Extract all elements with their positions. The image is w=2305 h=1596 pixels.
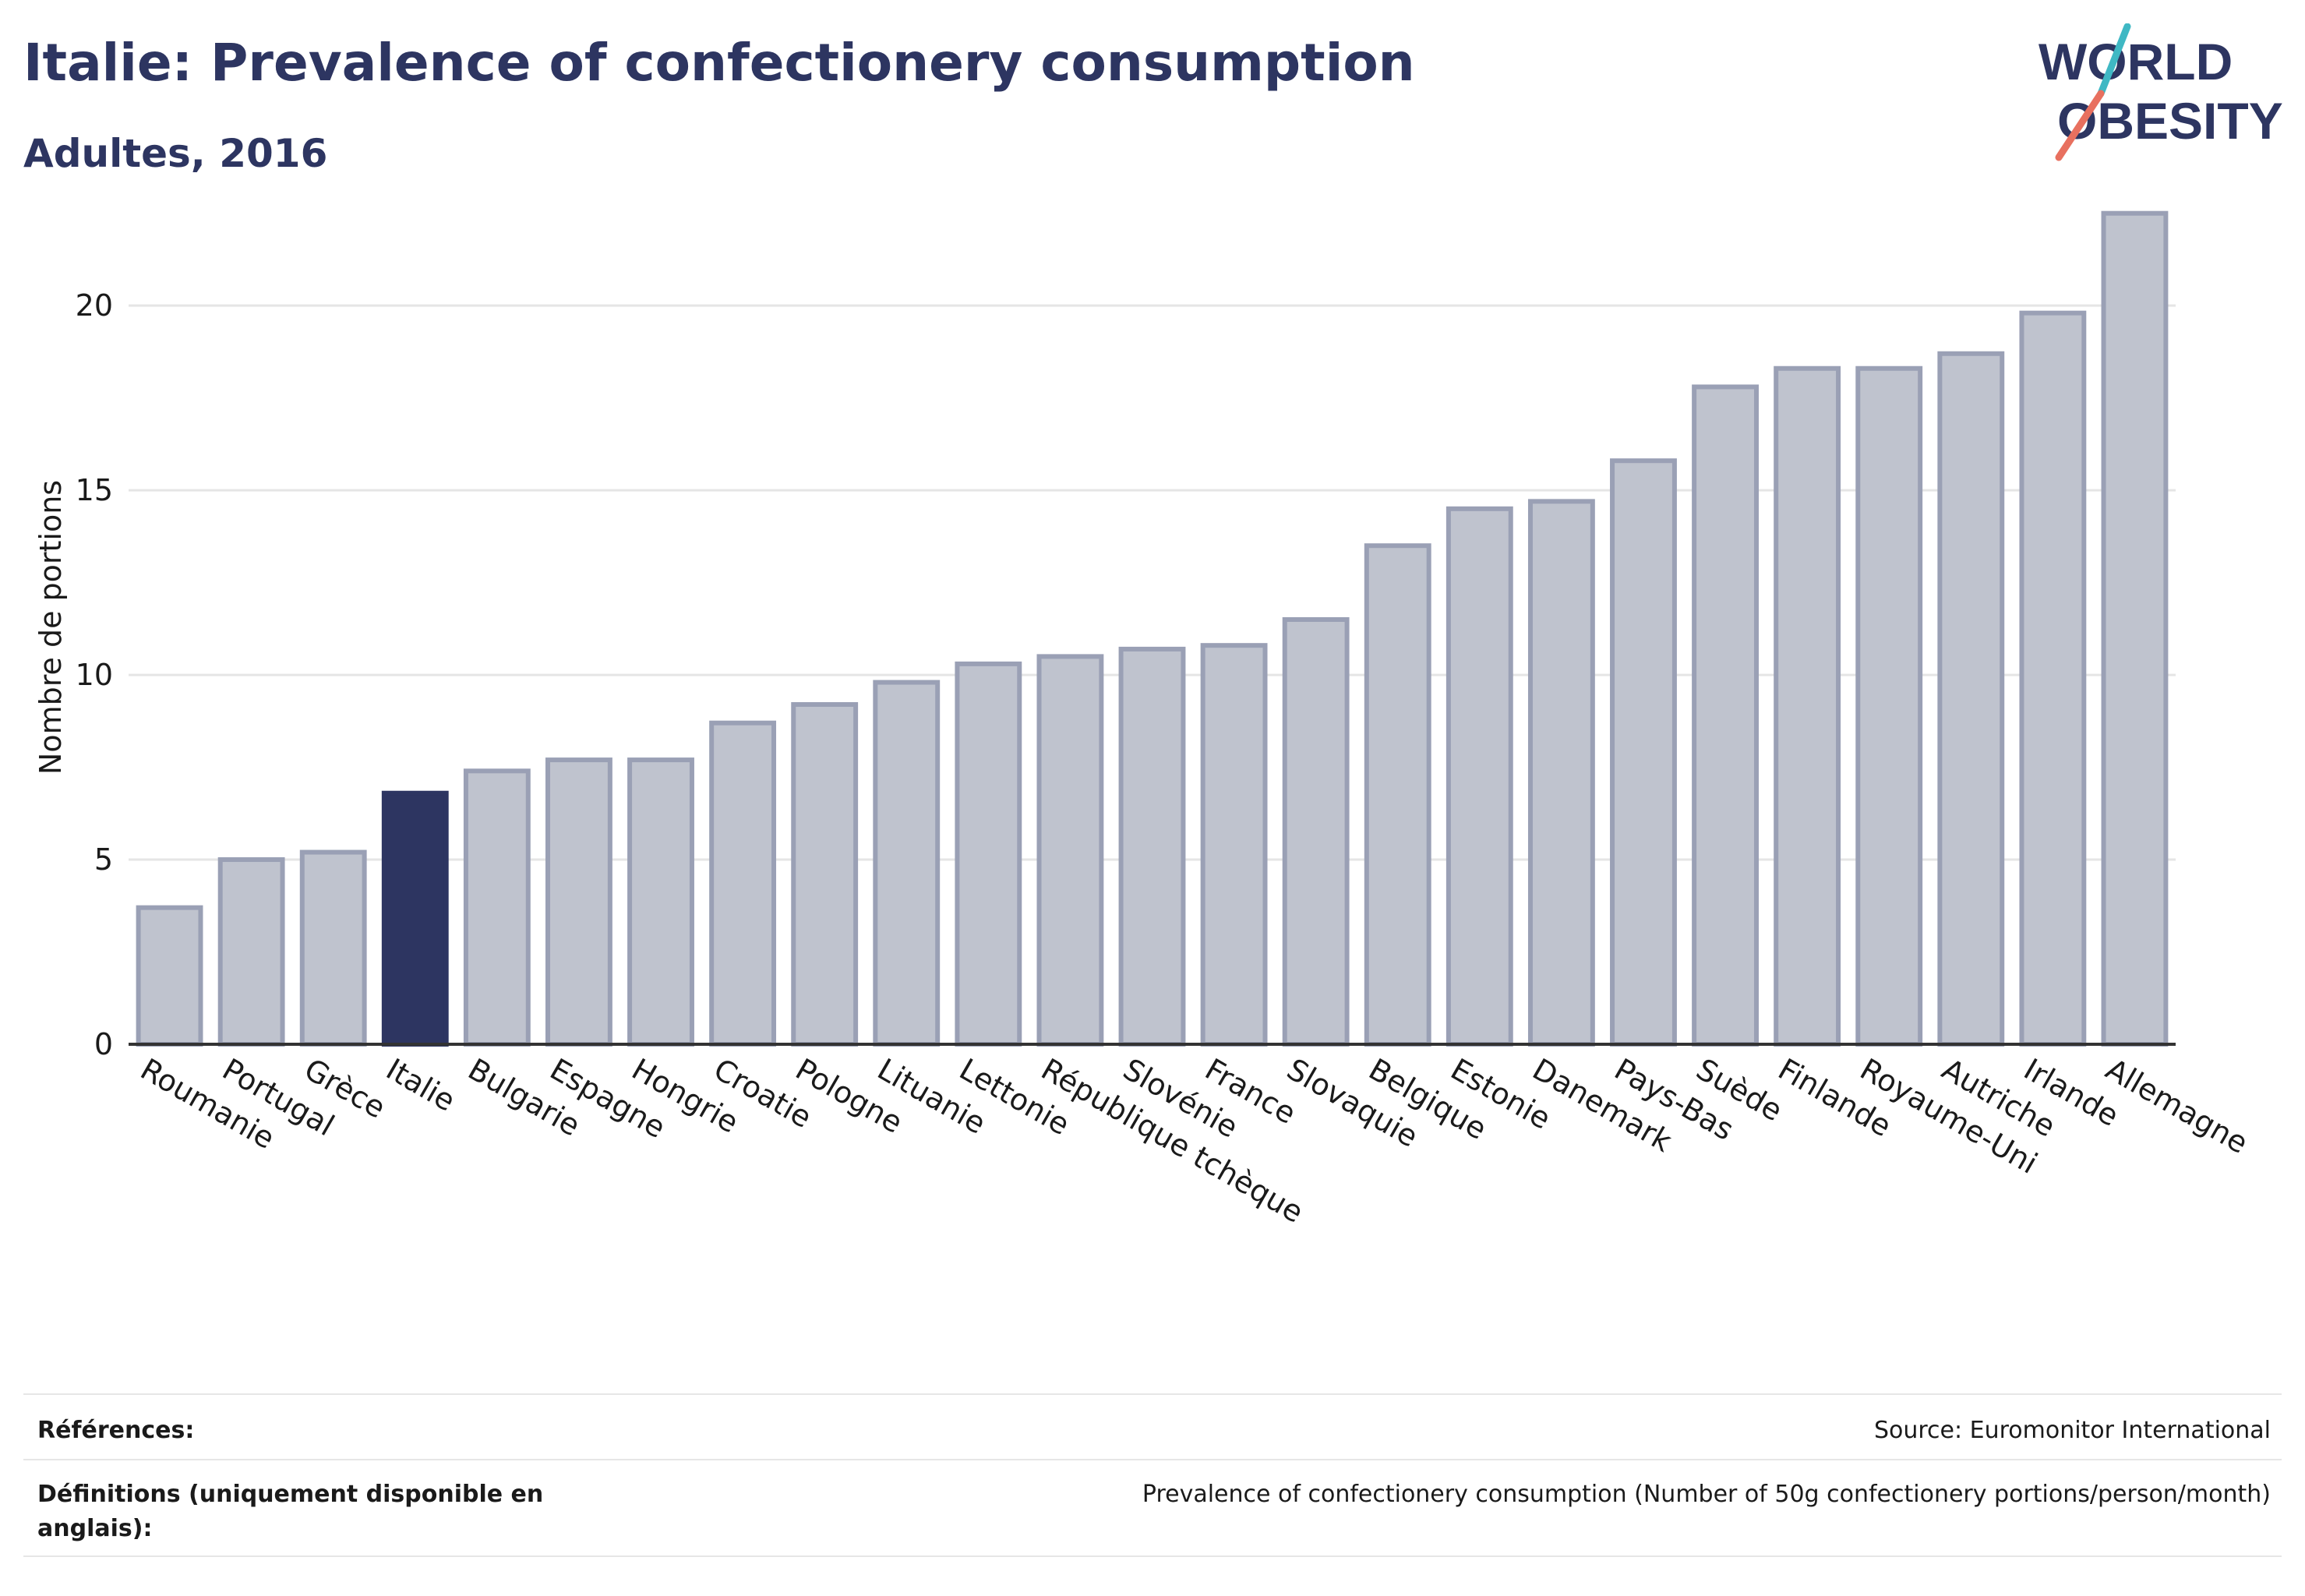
footer-divider-bottom (23, 1555, 2282, 1557)
bar-r-publique-tch-que (1036, 654, 1104, 1047)
bar-italie (381, 790, 449, 1047)
world-obesity-logo: WORLD OBESITY (2038, 23, 2283, 161)
y-tick-label: 15 (76, 473, 113, 507)
logo-line-world: WORLD (2038, 33, 2233, 90)
bar-slovaquie (1282, 617, 1350, 1047)
bar-gr-ce (299, 849, 367, 1047)
bar-allemagne (2101, 210, 2169, 1047)
logo-slash-bottom (2055, 90, 2105, 161)
bar-danemark (1527, 499, 1595, 1047)
references-value: Source: Euromonitor International (1873, 1417, 2271, 1444)
chart-subtitle: Adultes, 2016 (23, 131, 328, 176)
definitions-value: Prevalence of confectionery consumption … (1142, 1481, 2271, 1508)
references-label: Références: (37, 1417, 195, 1444)
bar-hongrie (627, 757, 694, 1047)
bar-pays-bas (1610, 458, 1677, 1047)
footer-divider-top (23, 1393, 2282, 1395)
y-tick-label: 10 (76, 658, 113, 692)
bar-belgique (1364, 543, 1431, 1047)
logo-slash-top (2097, 23, 2131, 97)
y-tick-label: 20 (76, 288, 113, 323)
bar-france (1200, 643, 1268, 1047)
y-tick-label: 5 (94, 842, 113, 877)
definitions-label: Définitions (uniquement disponible en an… (37, 1481, 544, 1542)
x-tick-label: Italie (380, 1052, 461, 1118)
bar-pologne (791, 702, 859, 1047)
bar-lituanie (873, 680, 941, 1047)
bar-portugal (217, 857, 285, 1047)
bar-bulgarie (463, 768, 531, 1047)
x-tick-label: Allemagne (2100, 1052, 2254, 1160)
bar-croatie (709, 720, 777, 1047)
chart-title: Italie: Prevalence of confectionery cons… (23, 33, 1415, 93)
y-tick-label: 0 (94, 1027, 113, 1061)
bar-autriche (1937, 351, 2005, 1047)
bar-espagne (545, 757, 612, 1047)
footer-divider-middle (23, 1459, 2282, 1460)
y-axis-label: Nombre de portions (34, 480, 68, 775)
bar-roumanie (136, 905, 203, 1047)
bar-slov-nie (1118, 646, 1186, 1047)
bar-royaume-uni (1855, 365, 1923, 1047)
bar-lettonie (955, 661, 1022, 1047)
bar-su-de (1692, 384, 1759, 1047)
bar-finlande (1774, 365, 1841, 1047)
bar-estonie (1445, 506, 1513, 1047)
bar-irlande (2019, 310, 2087, 1047)
